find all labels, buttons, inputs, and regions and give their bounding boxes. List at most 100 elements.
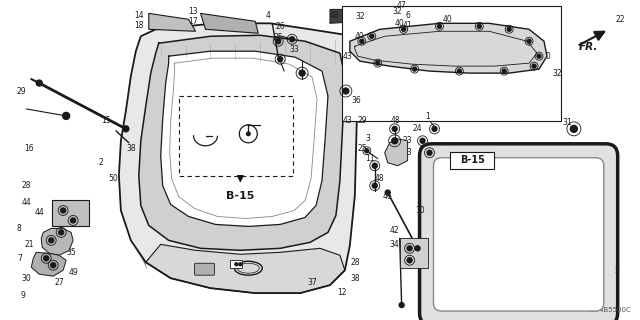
Circle shape — [372, 163, 377, 168]
Polygon shape — [385, 139, 408, 166]
Text: 28: 28 — [22, 181, 31, 190]
Text: 12: 12 — [337, 288, 347, 297]
Circle shape — [123, 126, 129, 132]
Text: 33: 33 — [289, 45, 299, 54]
Text: 9: 9 — [21, 291, 26, 300]
Polygon shape — [119, 23, 360, 293]
Text: 21: 21 — [24, 240, 34, 249]
FancyBboxPatch shape — [52, 200, 89, 227]
Circle shape — [372, 183, 377, 188]
FancyBboxPatch shape — [195, 263, 214, 275]
Text: 7: 7 — [17, 254, 22, 263]
Text: 43: 43 — [343, 52, 353, 61]
Text: 43: 43 — [343, 116, 353, 125]
Text: 5: 5 — [614, 266, 619, 275]
Circle shape — [392, 138, 397, 144]
Circle shape — [246, 132, 250, 136]
Text: 40: 40 — [542, 52, 552, 61]
Text: 44: 44 — [35, 208, 44, 217]
Text: 10: 10 — [415, 206, 424, 215]
Text: 39: 39 — [465, 45, 474, 54]
Circle shape — [399, 303, 404, 308]
Circle shape — [239, 263, 242, 266]
Text: B-15: B-15 — [226, 190, 255, 201]
Text: 23: 23 — [403, 136, 412, 145]
Circle shape — [427, 150, 432, 155]
Text: 24: 24 — [413, 124, 422, 133]
Circle shape — [407, 258, 412, 263]
Text: 11: 11 — [365, 154, 374, 163]
Text: 48: 48 — [375, 174, 385, 183]
Text: 31: 31 — [562, 118, 572, 127]
Polygon shape — [146, 244, 345, 293]
Polygon shape — [330, 9, 399, 23]
Circle shape — [477, 24, 481, 28]
Text: 38: 38 — [350, 274, 360, 283]
Circle shape — [385, 190, 390, 195]
Text: B-15: B-15 — [460, 155, 484, 165]
Text: 42: 42 — [390, 226, 399, 235]
Circle shape — [36, 80, 42, 86]
Text: 44: 44 — [21, 198, 31, 207]
Text: 26: 26 — [403, 33, 412, 42]
Circle shape — [70, 218, 76, 223]
Text: 47: 47 — [397, 1, 406, 10]
Circle shape — [376, 61, 380, 65]
Text: 19: 19 — [415, 238, 424, 247]
Circle shape — [407, 246, 412, 251]
Circle shape — [61, 208, 66, 213]
Text: 30: 30 — [21, 274, 31, 283]
Text: 41: 41 — [403, 21, 412, 30]
Circle shape — [420, 138, 425, 143]
Text: 39: 39 — [393, 32, 403, 41]
Circle shape — [458, 69, 461, 73]
Circle shape — [59, 230, 63, 235]
Text: 34: 34 — [390, 240, 399, 249]
Polygon shape — [41, 228, 73, 255]
Text: 2: 2 — [99, 158, 103, 167]
Text: 13: 13 — [188, 7, 197, 16]
Bar — [399, 238, 428, 268]
Text: 50: 50 — [108, 174, 118, 183]
Text: 29: 29 — [357, 116, 367, 125]
Circle shape — [365, 149, 369, 153]
Circle shape — [415, 246, 420, 251]
Circle shape — [392, 126, 397, 131]
Text: 40: 40 — [442, 15, 452, 24]
Circle shape — [63, 112, 70, 119]
Polygon shape — [31, 252, 66, 276]
Text: 15: 15 — [101, 116, 111, 125]
Text: 48: 48 — [391, 116, 401, 125]
Circle shape — [413, 67, 417, 71]
Text: 45: 45 — [61, 220, 71, 229]
Text: TG74B5500C: TG74B5500C — [585, 307, 630, 313]
Polygon shape — [200, 13, 259, 33]
Circle shape — [432, 126, 437, 131]
Circle shape — [532, 64, 536, 68]
Circle shape — [402, 27, 406, 31]
Circle shape — [502, 69, 506, 73]
Text: 32: 32 — [355, 12, 365, 21]
FancyBboxPatch shape — [451, 152, 494, 169]
Text: 40: 40 — [395, 19, 404, 28]
Text: 27: 27 — [54, 278, 64, 287]
Circle shape — [51, 263, 56, 268]
Text: 29: 29 — [17, 86, 26, 96]
Text: FR.: FR. — [579, 42, 598, 52]
Bar — [230, 260, 243, 268]
Circle shape — [570, 125, 577, 132]
Text: 8: 8 — [17, 224, 22, 233]
Text: 36: 36 — [351, 96, 361, 106]
Circle shape — [44, 256, 49, 261]
Text: 35: 35 — [66, 248, 76, 257]
Text: 6: 6 — [405, 11, 410, 20]
Text: 17: 17 — [188, 17, 197, 26]
Text: 48: 48 — [330, 11, 340, 20]
Circle shape — [360, 39, 364, 43]
Polygon shape — [139, 35, 345, 250]
Polygon shape — [350, 23, 547, 73]
Text: 32: 32 — [484, 32, 494, 41]
Circle shape — [370, 34, 374, 38]
Text: 1: 1 — [425, 112, 430, 121]
Text: 32: 32 — [552, 68, 562, 78]
